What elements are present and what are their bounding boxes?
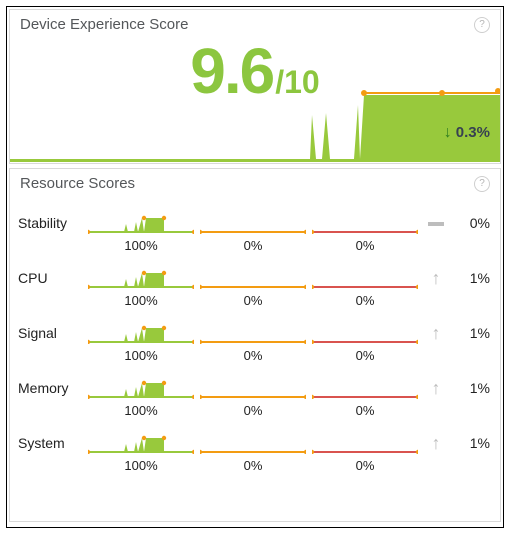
resource-rows: Stability 0% 100% 0% 0% CPU	[10, 194, 500, 481]
resource-cell-label: 0%	[312, 293, 418, 308]
arrow-down-icon: ↓	[444, 125, 452, 141]
trend-up-icon: ↑	[432, 268, 441, 288]
device-score-value: 9.6	[190, 35, 273, 107]
resource-row: Stability 0% 100% 0% 0%	[18, 198, 492, 253]
resource-name: Stability	[18, 215, 82, 231]
resource-name: CPU	[18, 270, 82, 286]
trend-up-icon: ↑	[432, 433, 441, 453]
resource-cell-label: 100%	[88, 293, 194, 308]
resource-cell-label: 0%	[200, 403, 306, 418]
device-experience-panel: Device Experience Score ? 9.6/10 ↓ 0.3%	[9, 9, 501, 164]
resource-row: CPU ↑ 1% 100% 0% 0%	[18, 253, 492, 308]
resource-mini-chart	[88, 377, 194, 399]
device-score-area: 9.6/10 ↓ 0.3%	[10, 35, 500, 163]
resource-cell-label: 0%	[312, 458, 418, 473]
resource-mini-chart	[312, 377, 418, 399]
resource-mini-chart	[312, 267, 418, 289]
resource-trend-value: 1%	[454, 380, 494, 396]
device-panel-title: Device Experience Score	[20, 16, 188, 33]
resource-name: Memory	[18, 380, 82, 396]
resource-mini-chart	[200, 267, 306, 289]
help-icon[interactable]: ?	[474, 176, 490, 192]
resource-mini-chart	[200, 212, 306, 234]
resource-cell-label: 0%	[312, 348, 418, 363]
resource-cell-label: 100%	[88, 458, 194, 473]
resource-cell-label: 0%	[312, 238, 418, 253]
resource-mini-chart	[88, 432, 194, 454]
resource-mini-chart	[88, 267, 194, 289]
resource-mini-chart	[200, 322, 306, 344]
resource-trend-value: 0%	[454, 215, 494, 231]
trend-up-icon: ↑	[432, 323, 441, 343]
resource-trend-value: 1%	[454, 270, 494, 286]
trend-up-icon: ↑	[432, 378, 441, 398]
resource-mini-chart	[88, 322, 194, 344]
resource-cell-label: 0%	[200, 238, 306, 253]
resource-mini-chart	[200, 432, 306, 454]
resource-row: Memory ↑ 1% 100% 0% 0%	[18, 363, 492, 418]
resource-trend-value: 1%	[454, 325, 494, 341]
device-trend-value: 0.3%	[456, 124, 490, 141]
resource-mini-chart	[312, 212, 418, 234]
resource-mini-chart	[312, 432, 418, 454]
resource-panel-title: Resource Scores	[20, 175, 135, 192]
resource-name: System	[18, 435, 82, 451]
resource-row: Signal ↑ 1% 100% 0% 0%	[18, 308, 492, 363]
resource-mini-chart	[88, 212, 194, 234]
help-icon[interactable]: ?	[474, 17, 490, 33]
dashboard-card: Device Experience Score ? 9.6/10 ↓ 0.3% …	[6, 6, 504, 528]
trend-flat-icon	[428, 222, 444, 226]
resource-cell-label: 0%	[200, 293, 306, 308]
resource-cell-label: 100%	[88, 348, 194, 363]
resource-mini-chart	[200, 377, 306, 399]
resource-cell-label: 100%	[88, 403, 194, 418]
resource-name: Signal	[18, 325, 82, 341]
device-trend-badge: ↓ 0.3%	[444, 124, 490, 141]
resource-cell-label: 0%	[200, 458, 306, 473]
resource-cell-label: 100%	[88, 238, 194, 253]
resource-cell-label: 0%	[312, 403, 418, 418]
device-score-suffix: /10	[275, 64, 319, 100]
resource-trend-value: 1%	[454, 435, 494, 451]
resource-scores-panel: Resource Scores ? Stability 0% 100% 0% 0% …	[9, 168, 501, 522]
resource-row: System ↑ 1% 100% 0% 0%	[18, 418, 492, 473]
resource-cell-label: 0%	[200, 348, 306, 363]
resource-mini-chart	[312, 322, 418, 344]
